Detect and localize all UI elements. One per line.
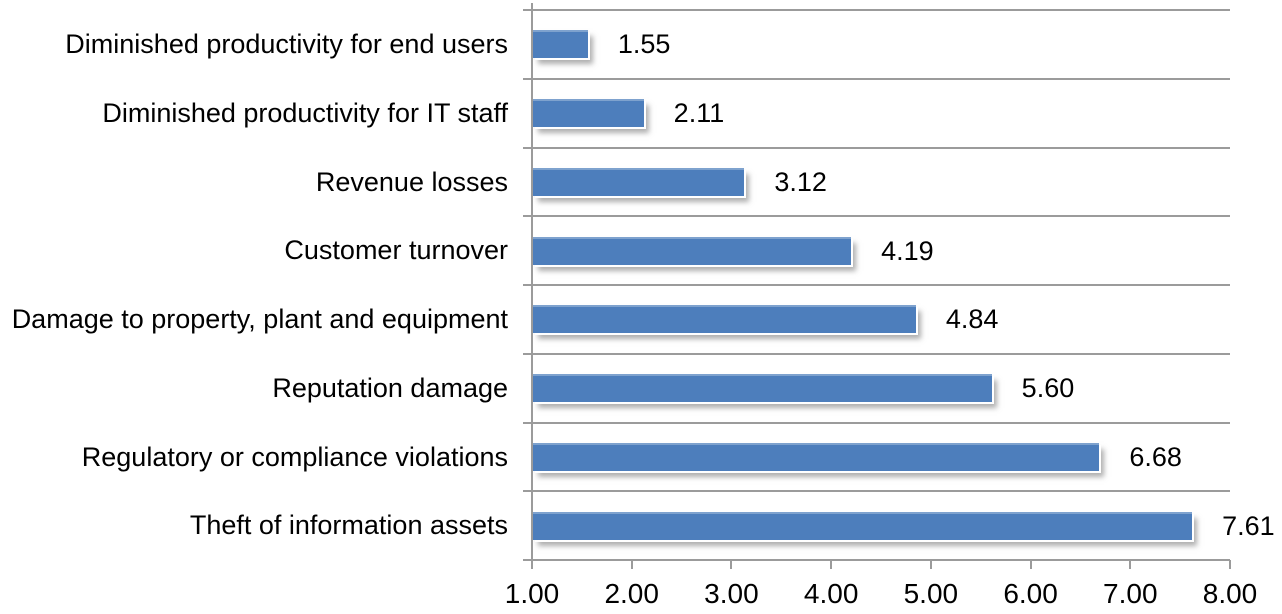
gridline	[523, 490, 1230, 493]
value-label: 3.12	[774, 166, 827, 197]
bar	[533, 442, 1100, 471]
category-label: Revenue losses	[315, 166, 508, 197]
x-axis-tick	[531, 560, 533, 569]
x-axis-tick-label: 8.00	[1202, 578, 1258, 609]
gridline	[523, 215, 1230, 218]
x-axis-tick	[1029, 560, 1032, 569]
x-axis-tick	[730, 560, 733, 569]
x-axis-tick	[929, 560, 932, 569]
value-label: 6.68	[1129, 441, 1182, 472]
x-axis-tick-label: 5.00	[903, 578, 959, 609]
gridline	[523, 146, 1230, 149]
value-label: 4.84	[945, 304, 999, 335]
category-label: Diminished productivity for end users	[65, 29, 508, 59]
bar	[533, 99, 644, 128]
category-label: Damage to property, plant and equipment	[11, 304, 508, 334]
category-label: Theft of information assets	[189, 510, 508, 541]
value-label: 5.60	[1021, 373, 1075, 404]
bar	[533, 167, 745, 196]
x-axis-tick-label: 2.00	[604, 578, 659, 609]
bar	[533, 30, 588, 59]
category-label: Customer turnover	[284, 235, 508, 266]
x-axis-tick	[1129, 560, 1132, 569]
bar	[533, 305, 916, 334]
value-label: 2.11	[673, 98, 725, 129]
bar	[533, 511, 1193, 540]
x-axis-line	[523, 559, 1230, 561]
y-axis-line	[531, 3, 533, 561]
x-axis-tick	[830, 560, 833, 569]
value-label: 4.19	[881, 235, 934, 266]
x-axis-tick	[630, 560, 633, 569]
x-axis-tick	[1229, 560, 1231, 569]
gridline	[523, 9, 1230, 11]
x-axis-tick-label: 1.00	[504, 578, 560, 609]
gridline	[523, 77, 1230, 80]
value-label: 7.61	[1222, 510, 1275, 541]
value-label: 1.55	[617, 29, 671, 60]
gridline	[523, 284, 1230, 286]
x-axis-tick-label: 6.00	[1003, 578, 1058, 609]
gridline	[523, 352, 1230, 355]
x-axis-tick-label: 4.00	[803, 578, 859, 609]
x-axis-tick-label: 7.00	[1103, 578, 1158, 609]
bar	[533, 236, 852, 265]
category-label: Reputation damage	[272, 372, 508, 403]
x-axis-tick-label: 3.00	[704, 578, 759, 609]
bar	[533, 374, 992, 403]
category-label: Diminished productivity for IT staff	[102, 97, 508, 128]
gridline	[523, 421, 1230, 424]
category-label: Regulatory or compliance violations	[81, 441, 508, 472]
